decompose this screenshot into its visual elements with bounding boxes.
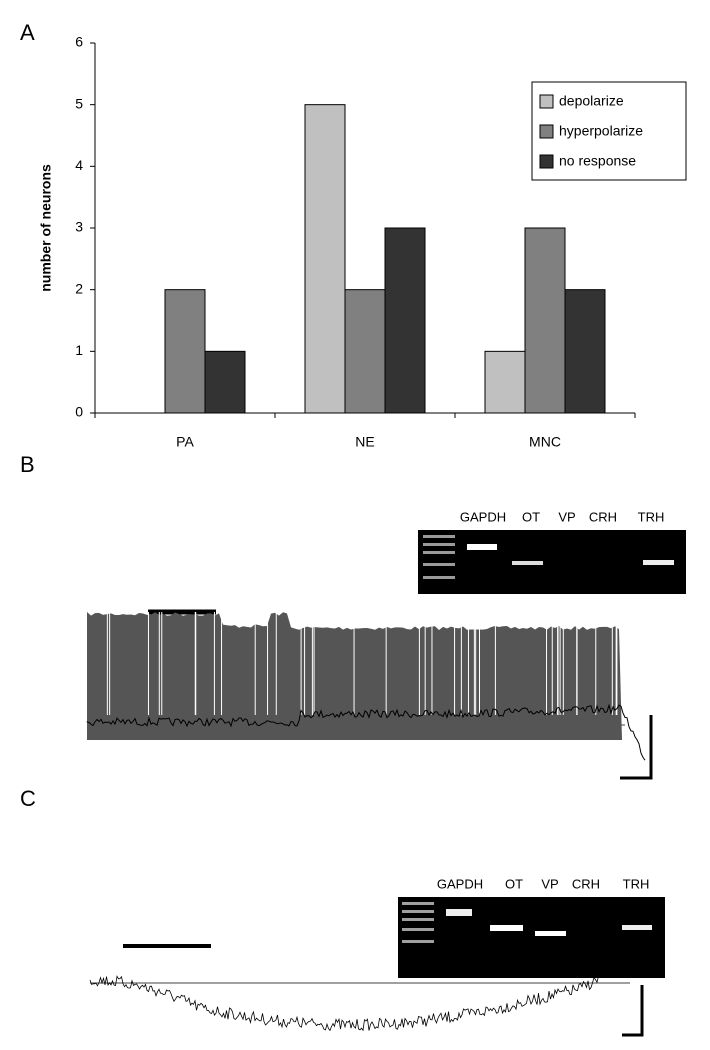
bar [564,289,606,414]
y-tick-label: 1 [75,342,83,358]
gel-band [467,544,497,550]
voltage-trace [89,959,637,1032]
gel-image [418,530,686,594]
bar [164,289,206,414]
scale-bar [620,715,653,780]
bar [304,104,346,414]
lane-label: TRH [623,876,650,891]
y-tick-label: 2 [75,280,83,296]
legend-swatch [539,94,554,109]
bar [484,350,526,414]
gel-band [622,925,652,930]
ladder [402,902,434,943]
y-tick-label: 5 [75,95,83,111]
x-tick-label: PA [176,434,194,450]
gel-band [643,560,674,565]
gel-band [512,561,543,565]
scale-bar [622,985,644,1037]
lane-label: CRH [589,509,617,524]
lane-label: TRH [638,509,665,524]
bar [384,227,426,414]
legend-label: depolarize [559,93,624,109]
y-tick-label: 4 [75,157,83,173]
x-tick-label: NE [355,434,374,450]
lane-label: GAPDH [437,876,483,891]
lane-label: OT [522,509,540,524]
y-axis-label: number of neurons [38,164,54,292]
panel-label: B [20,452,35,477]
legend-swatch [539,124,554,139]
legend-box [531,81,687,181]
bar [524,227,566,414]
lane-label: CRH [572,876,600,891]
gel-band [535,931,566,936]
x-tick-label: MNC [529,434,561,450]
y-tick-label: 6 [75,34,83,50]
panel-label: C [20,786,36,811]
bar [204,350,246,414]
lane-label: VP [541,876,558,891]
lane-label: VP [558,509,575,524]
lane-label: OT [505,876,523,891]
legend-label: hyperpolarize [559,123,643,139]
gel-image [398,897,665,978]
panel-label: A [20,20,35,45]
bar [344,289,386,414]
legend-swatch [539,154,554,169]
gel-band [446,909,472,916]
legend-label: no response [559,153,636,169]
lane-label: GAPDH [460,509,506,524]
y-tick-label: 3 [75,219,83,235]
voltage-trace [86,703,646,761]
gel-band [490,925,523,931]
y-tick-label: 0 [75,404,83,420]
ladder [423,535,455,579]
